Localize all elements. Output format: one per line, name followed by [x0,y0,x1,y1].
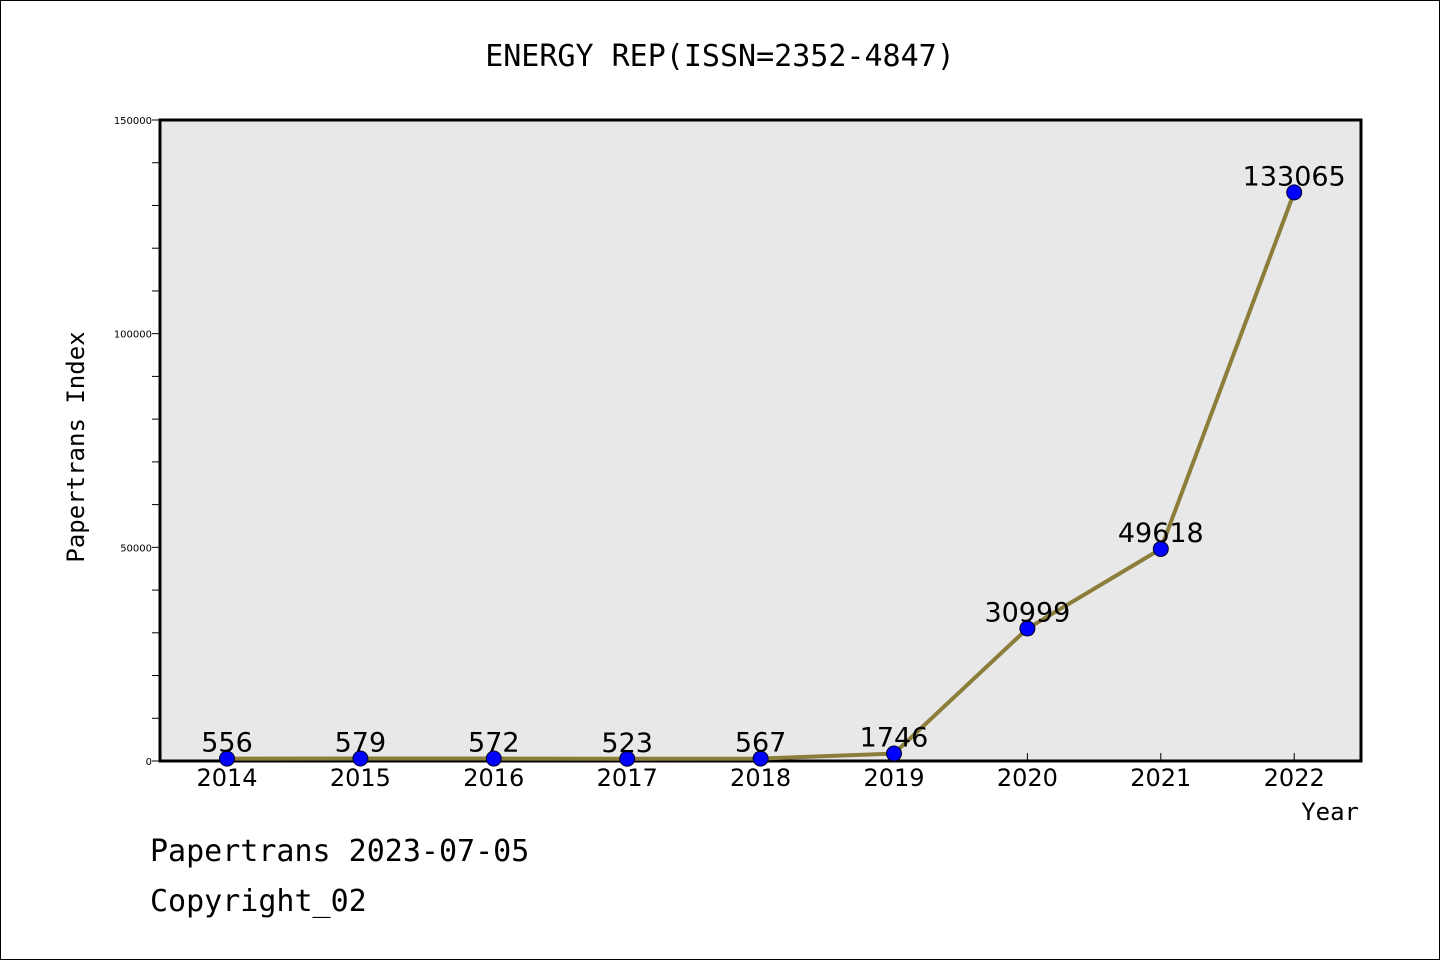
data-point [1019,620,1036,637]
data-label: 133065 [1243,161,1346,192]
data-label: 1746 [860,723,929,754]
data-point [1152,540,1169,557]
x-tick-label: 2016 [463,764,524,792]
data-point [485,750,502,767]
y-axis: 0 50000 100000 150000 [114,116,160,768]
x-tick-label: 2017 [597,764,658,792]
data-label: 556 [201,728,253,759]
data-point [1286,184,1303,201]
data-labels: 556 579 572 523 567 1746 30999 49618 133065 [201,161,1346,758]
y-tick-label: 0 [146,757,152,768]
x-tick-label: 2015 [330,764,391,792]
data-point [886,745,902,762]
x-tick-label: 2020 [997,764,1058,792]
x-tick-label: 2022 [1264,764,1325,792]
x-axis-label: Year [1301,798,1359,826]
data-label: 572 [468,728,520,759]
series-markers [219,184,1303,767]
footer-copyright: Copyright_02 [150,884,367,919]
data-point [752,750,769,767]
data-label: 49618 [1118,518,1204,549]
data-label: 579 [335,728,387,759]
x-tick-label: 2018 [730,764,791,792]
y-tick-label: 100000 [114,330,152,341]
x-tick-label: 2021 [1130,764,1191,792]
data-label: 567 [735,728,787,759]
y-tick-label: 150000 [114,116,152,127]
chart-title: ENERGY REP(ISSN=2352-4847) [485,39,955,74]
data-point [219,750,235,767]
footer-date: Papertrans 2023-07-05 [150,834,530,869]
data-label: 523 [601,728,653,759]
data-point [352,750,369,767]
y-axis-label: Papertrans Index [62,331,90,562]
data-point [619,750,636,767]
x-tick-label: 2014 [196,764,257,792]
x-axis: 2014 2015 2016 2017 2018 2019 2020 2021 2022 [196,753,1325,792]
y-tick-label: 50000 [120,543,152,554]
data-label: 30999 [984,598,1070,629]
plot-area [158,118,1363,763]
x-tick-label: 2019 [863,764,924,792]
